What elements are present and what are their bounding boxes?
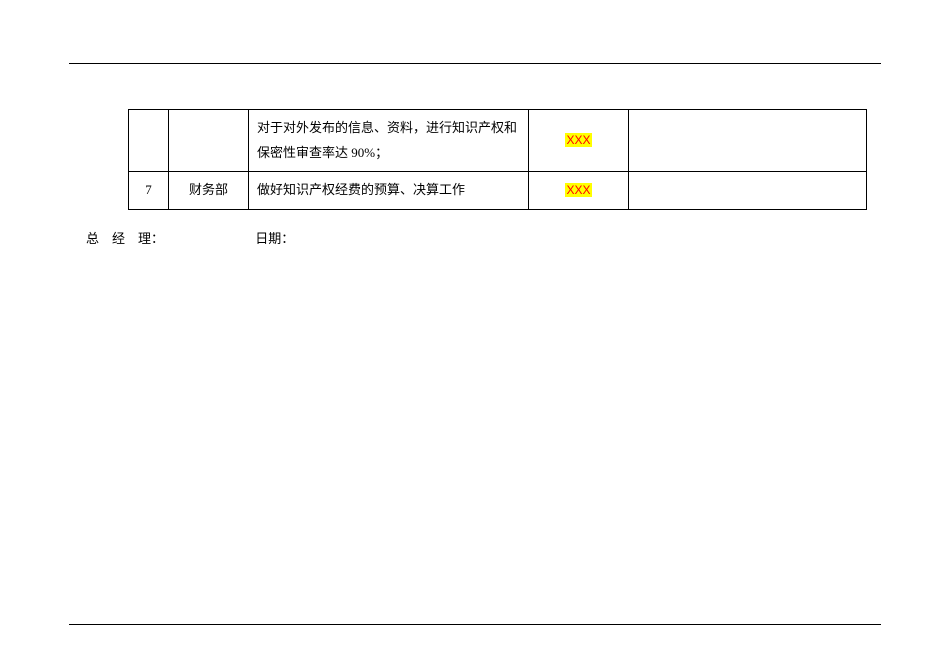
cell-num: 7 [129, 172, 169, 210]
cell-mark: XXX [529, 172, 629, 210]
cell-num [129, 110, 169, 172]
footer-rule [69, 624, 881, 625]
cell-dept [169, 110, 249, 172]
manager-label: 总 经 理： [86, 228, 164, 247]
cell-mark: XXX [529, 110, 629, 172]
cell-desc: 做好知识产权经费的预算、决算工作 [249, 172, 529, 210]
cell-dept: 财务部 [169, 172, 249, 210]
table-row: 7 财务部 做好知识产权经费的预算、决算工作 XXX [129, 172, 867, 210]
cell-last [629, 110, 867, 172]
highlight-mark: XXX [565, 133, 591, 147]
cell-last [629, 172, 867, 210]
date-label: 日期： [255, 228, 294, 247]
content-area: 对于对外发布的信息、资料，进行知识产权和保密性审查率达 90%； XXX 7 财… [128, 109, 867, 247]
cell-desc: 对于对外发布的信息、资料，进行知识产权和保密性审查率达 90%； [249, 110, 529, 172]
header-rule [69, 63, 881, 64]
highlight-mark: XXX [565, 183, 591, 197]
data-table: 对于对外发布的信息、资料，进行知识产权和保密性审查率达 90%； XXX 7 财… [128, 109, 867, 210]
table-row: 对于对外发布的信息、资料，进行知识产权和保密性审查率达 90%； XXX [129, 110, 867, 172]
signature-line: 总 经 理： 日期： [86, 228, 867, 247]
